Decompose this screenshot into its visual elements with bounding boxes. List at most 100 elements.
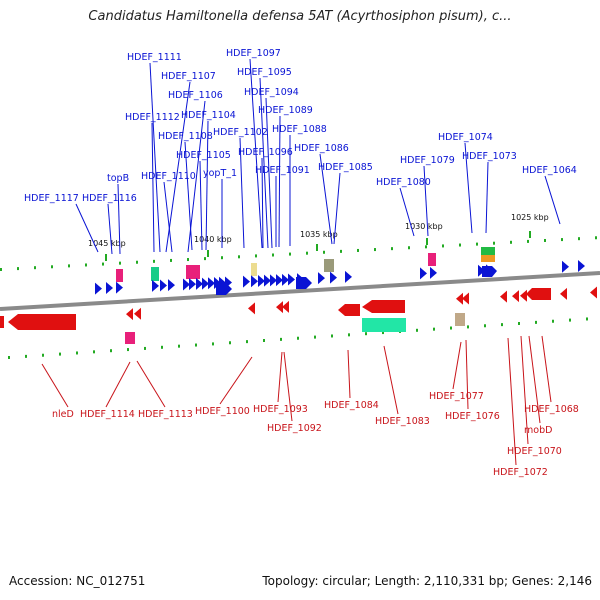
reverse-gene[interactable] [0, 316, 4, 328]
reverse-gene[interactable] [456, 292, 463, 305]
gene-label[interactable]: HDEF_1072 [493, 467, 548, 478]
reverse-gene[interactable] [560, 287, 567, 300]
reverse-gene[interactable] [462, 292, 469, 305]
gene-label[interactable]: HDEF_1091 [255, 165, 310, 176]
forward-gene[interactable] [478, 264, 485, 277]
gene-label[interactable]: HDEF_1117 [24, 193, 79, 204]
gene-label[interactable]: HDEF_1112 [125, 112, 180, 123]
feature-block[interactable] [481, 255, 495, 262]
forward-gene[interactable] [202, 277, 209, 290]
forward-gene[interactable] [288, 273, 295, 286]
gene-label[interactable]: HDEF_1094 [244, 87, 299, 98]
gene-label[interactable]: HDEF_1104 [181, 110, 236, 121]
gene-label[interactable]: HDEF_1093 [253, 404, 308, 415]
gene-label[interactable]: HDEF_1070 [507, 446, 562, 457]
gene-label[interactable]: HDEF_1097 [226, 48, 281, 59]
gene-label[interactable]: HDEF_1077 [429, 391, 484, 402]
gene-label[interactable]: HDEF_1074 [438, 132, 493, 143]
reverse-gene[interactable] [362, 300, 405, 313]
forward-labels[interactable]: HDEF_1111 HDEF_1097 HDEF_1107 HDEF_1095 … [24, 48, 577, 204]
feature-block[interactable] [362, 318, 406, 332]
forward-gene[interactable] [106, 282, 113, 295]
forward-gene[interactable] [189, 278, 196, 291]
feature-block[interactable] [324, 259, 334, 272]
forward-gene[interactable] [251, 275, 258, 288]
reverse-gene[interactable] [134, 307, 141, 320]
forward-gene[interactable] [270, 274, 277, 287]
gene-label[interactable]: HDEF_1064 [522, 165, 577, 176]
gene-label[interactable]: HDEF_1113 [138, 409, 193, 420]
gene-label[interactable]: yopT_1 [203, 168, 237, 179]
gene-label[interactable]: HDEF_1079 [400, 155, 455, 166]
gene-label[interactable]: topB [107, 173, 129, 184]
gene-label[interactable]: HDEF_1086 [294, 143, 349, 154]
forward-gene[interactable] [282, 273, 289, 286]
forward-gene[interactable] [183, 278, 190, 291]
gene-label[interactable]: HDEF_1110 [141, 171, 196, 182]
gene-label[interactable]: HDEF_1100 [195, 406, 250, 417]
forward-gene[interactable] [208, 277, 215, 290]
forward-gene[interactable] [330, 271, 337, 284]
gene-label[interactable]: HDEF_1107 [161, 71, 216, 82]
forward-features[interactable] [116, 247, 495, 282]
feature-block[interactable] [125, 332, 135, 344]
gene-label[interactable]: HDEF_1089 [258, 105, 313, 116]
forward-genes[interactable] [95, 260, 585, 295]
reverse-gene[interactable] [282, 300, 289, 313]
forward-gene[interactable] [168, 279, 175, 292]
gene-label[interactable]: HDEF_1068 [524, 404, 579, 415]
reverse-gene[interactable] [126, 308, 133, 321]
gene-label[interactable]: HDEF_1096 [238, 147, 293, 158]
forward-gene[interactable] [95, 282, 102, 295]
forward-gene[interactable] [196, 277, 203, 290]
gene-label[interactable]: HDEF_1102 [213, 127, 268, 138]
reverse-gene[interactable] [276, 301, 283, 314]
forward-gene[interactable] [216, 283, 232, 295]
gene-label[interactable]: HDEF_1116 [82, 193, 137, 204]
gene-label[interactable]: HDEF_1108 [158, 131, 213, 142]
reverse-gene[interactable] [500, 290, 507, 303]
reverse-gene[interactable] [526, 288, 551, 300]
feature-block[interactable] [428, 253, 436, 266]
gene-label[interactable]: HDEF_1083 [375, 416, 430, 427]
gene-label[interactable]: HDEF_1092 [267, 423, 322, 434]
forward-gene[interactable] [296, 277, 312, 289]
feature-block[interactable] [186, 265, 200, 279]
reverse-labels[interactable]: nleD HDEF_1114 HDEF_1113 HDEF_1100 HDEF_… [52, 391, 579, 478]
gene-label[interactable]: HDEF_1073 [462, 151, 517, 162]
feature-block[interactable] [481, 247, 495, 255]
feature-block[interactable] [455, 313, 465, 326]
gene-label[interactable]: HDEF_1111 [127, 52, 182, 63]
gene-label[interactable]: HDEF_1095 [237, 67, 292, 78]
forward-gene[interactable] [482, 266, 497, 277]
forward-gene[interactable] [562, 260, 569, 273]
feature-block[interactable] [116, 269, 123, 282]
gene-label[interactable]: HDEF_1105 [176, 150, 231, 161]
reverse-gene[interactable] [520, 289, 527, 302]
reverse-gene[interactable] [338, 304, 360, 316]
forward-gene[interactable] [420, 267, 427, 280]
gene-label[interactable]: HDEF_1076 [445, 411, 500, 422]
forward-gene[interactable] [258, 274, 265, 287]
gene-label[interactable]: HDEF_1084 [324, 400, 379, 411]
forward-gene[interactable] [116, 281, 123, 294]
gene-label[interactable]: HDEF_1114 [80, 409, 135, 420]
reverse-gene[interactable] [8, 314, 76, 330]
reverse-genes[interactable] [126, 286, 597, 321]
forward-gene[interactable] [264, 274, 271, 287]
forward-gene[interactable] [430, 266, 437, 279]
feature-block[interactable] [151, 267, 159, 281]
reverse-gene[interactable] [590, 286, 597, 299]
forward-gene[interactable] [160, 279, 167, 292]
forward-gene[interactable] [243, 275, 250, 288]
reverse-gene[interactable] [248, 302, 255, 315]
forward-gene[interactable] [276, 274, 283, 287]
forward-gene[interactable] [345, 270, 352, 283]
gene-label[interactable]: HDEF_1085 [318, 162, 373, 173]
forward-gene[interactable] [578, 260, 585, 273]
gene-label[interactable]: mobD [524, 425, 552, 436]
gene-label[interactable]: nleD [52, 409, 74, 420]
forward-gene[interactable] [152, 279, 159, 292]
feature-block[interactable] [251, 263, 257, 276]
